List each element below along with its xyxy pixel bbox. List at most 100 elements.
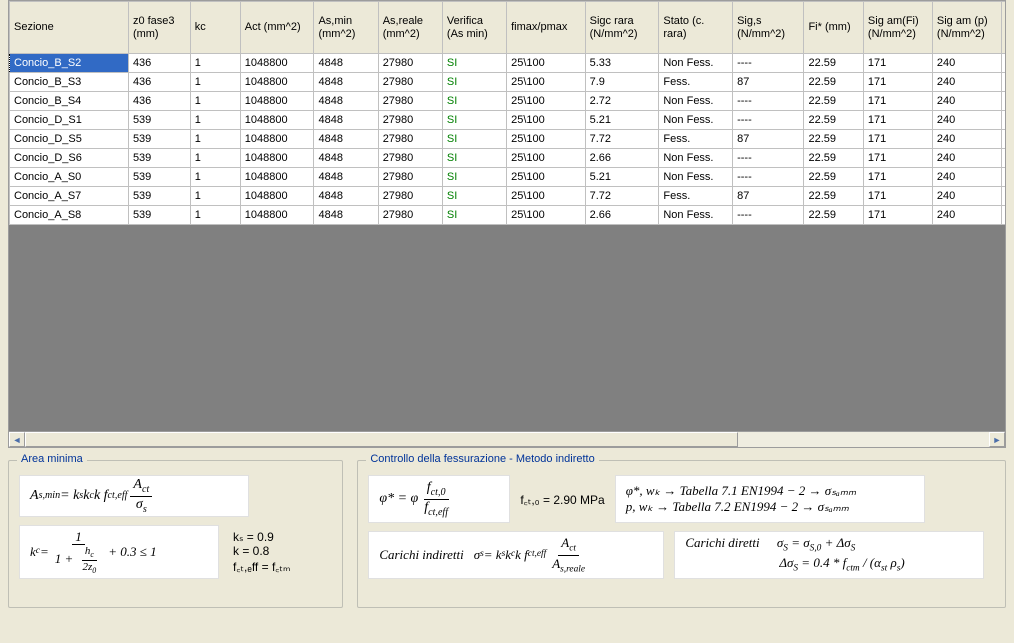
table-row[interactable]: Concio_B_S243611048800484827980SI25\1005… [10, 54, 1006, 73]
table-cell[interactable]: ---- [1001, 54, 1005, 73]
table-row[interactable]: Concio_A_S853911048800484827980SI25\1002… [10, 206, 1006, 225]
table-cell[interactable]: Concio_D_S6 [10, 149, 129, 168]
table-cell[interactable]: SI (0.51) [1001, 73, 1005, 92]
table-cell[interactable]: 171 [863, 73, 932, 92]
table-cell[interactable]: 25\100 [507, 73, 586, 92]
table-cell[interactable]: 27980 [378, 206, 442, 225]
data-grid[interactable]: Sezionez0 fase3 (mm)kcAct (mm^2)As,min (… [9, 1, 1005, 225]
table-cell[interactable]: 240 [932, 168, 1001, 187]
table-cell[interactable]: 1048800 [240, 111, 314, 130]
table-cell[interactable]: 1048800 [240, 92, 314, 111]
scroll-right-button[interactable]: ► [989, 432, 1005, 447]
table-cell[interactable]: 22.59 [804, 130, 863, 149]
table-cell[interactable]: ---- [1001, 206, 1005, 225]
table-cell[interactable]: 436 [128, 92, 190, 111]
table-cell[interactable]: 436 [128, 73, 190, 92]
column-header[interactable]: Stato (c. rara) [659, 2, 733, 54]
table-cell[interactable]: ---- [733, 149, 804, 168]
table-cell[interactable]: 27980 [378, 73, 442, 92]
table-cell[interactable]: 539 [128, 111, 190, 130]
table-cell[interactable]: ---- [1001, 111, 1005, 130]
table-cell[interactable]: 1048800 [240, 130, 314, 149]
table-cell[interactable]: 1048800 [240, 73, 314, 92]
table-cell[interactable]: 171 [863, 111, 932, 130]
column-header[interactable]: z0 fase3 (mm) [128, 2, 190, 54]
table-cell[interactable]: 25\100 [507, 111, 586, 130]
table-cell[interactable]: 539 [128, 187, 190, 206]
table-cell[interactable]: 1048800 [240, 206, 314, 225]
table-cell[interactable]: 171 [863, 54, 932, 73]
table-cell[interactable]: SI (0.51) [1001, 130, 1005, 149]
table-cell[interactable]: 25\100 [507, 92, 586, 111]
table-cell[interactable]: SI (0.51) [1001, 187, 1005, 206]
table-cell[interactable]: 1048800 [240, 187, 314, 206]
table-cell[interactable]: 25\100 [507, 168, 586, 187]
column-header[interactable]: Sig am (p) (N/mm^2) [932, 2, 1001, 54]
table-cell[interactable]: 240 [932, 206, 1001, 225]
table-cell[interactable]: ---- [733, 92, 804, 111]
table-cell[interactable]: SI [442, 187, 506, 206]
column-header[interactable]: Sezione [10, 2, 129, 54]
table-cell[interactable]: 22.59 [804, 149, 863, 168]
table-cell[interactable]: Non Fess. [659, 168, 733, 187]
table-cell[interactable]: 1 [190, 130, 240, 149]
table-cell[interactable]: 27980 [378, 92, 442, 111]
table-cell[interactable]: 4848 [314, 130, 378, 149]
table-cell[interactable]: 1 [190, 168, 240, 187]
table-cell[interactable]: Non Fess. [659, 92, 733, 111]
table-cell[interactable]: Concio_A_S8 [10, 206, 129, 225]
column-header[interactable]: Sig,s (N/mm^2) [733, 2, 804, 54]
table-cell[interactable]: 1 [190, 73, 240, 92]
table-cell[interactable]: 171 [863, 149, 932, 168]
table-cell[interactable]: Concio_A_S0 [10, 168, 129, 187]
table-cell[interactable]: SI [442, 111, 506, 130]
table-cell[interactable]: 4848 [314, 168, 378, 187]
scroll-thumb[interactable] [25, 432, 738, 447]
table-cell[interactable]: ---- [733, 168, 804, 187]
table-row[interactable]: Concio_B_S343611048800484827980SI25\1007… [10, 73, 1006, 92]
table-cell[interactable]: 5.33 [585, 54, 659, 73]
table-cell[interactable]: 171 [863, 92, 932, 111]
column-header[interactable]: As,min (mm^2) [314, 2, 378, 54]
column-header[interactable]: Fi* (mm) [804, 2, 863, 54]
table-cell[interactable]: 2.66 [585, 206, 659, 225]
horizontal-scrollbar[interactable]: ◄ ► [9, 431, 1005, 447]
table-cell[interactable]: Non Fess. [659, 111, 733, 130]
table-cell[interactable]: 22.59 [804, 73, 863, 92]
table-row[interactable]: Concio_D_S553911048800484827980SI25\1007… [10, 130, 1006, 149]
table-cell[interactable]: 27980 [378, 130, 442, 149]
table-cell[interactable]: 539 [128, 149, 190, 168]
table-cell[interactable]: 1048800 [240, 54, 314, 73]
table-cell[interactable]: 5.21 [585, 168, 659, 187]
table-cell[interactable]: 240 [932, 54, 1001, 73]
table-cell[interactable]: 87 [733, 130, 804, 149]
table-cell[interactable]: SI [442, 206, 506, 225]
table-cell[interactable]: ---- [1001, 168, 1005, 187]
column-header[interactable]: Verifica (carichi indiretti) [1001, 2, 1005, 54]
table-cell[interactable]: 25\100 [507, 54, 586, 73]
table-cell[interactable]: 22.59 [804, 111, 863, 130]
table-cell[interactable]: Non Fess. [659, 149, 733, 168]
table-cell[interactable]: 22.59 [804, 206, 863, 225]
table-cell[interactable]: 7.72 [585, 130, 659, 149]
column-header[interactable]: Sig am(Fi) (N/mm^2) [863, 2, 932, 54]
table-cell[interactable]: SI [442, 130, 506, 149]
table-cell[interactable]: 87 [733, 73, 804, 92]
table-cell[interactable]: 171 [863, 130, 932, 149]
table-cell[interactable]: 240 [932, 92, 1001, 111]
table-cell[interactable]: 25\100 [507, 130, 586, 149]
table-cell[interactable]: 1 [190, 187, 240, 206]
table-cell[interactable]: 5.21 [585, 111, 659, 130]
table-cell[interactable]: 171 [863, 187, 932, 206]
table-cell[interactable]: 1 [190, 111, 240, 130]
table-cell[interactable]: 1 [190, 54, 240, 73]
table-cell[interactable]: Concio_B_S3 [10, 73, 129, 92]
table-row[interactable]: Concio_B_S443611048800484827980SI25\1002… [10, 92, 1006, 111]
table-cell[interactable]: ---- [733, 54, 804, 73]
table-cell[interactable]: 4848 [314, 206, 378, 225]
column-header[interactable]: Verifica (As min) [442, 2, 506, 54]
table-row[interactable]: Concio_A_S053911048800484827980SI25\1005… [10, 168, 1006, 187]
table-cell[interactable]: 27980 [378, 149, 442, 168]
table-cell[interactable]: 4848 [314, 54, 378, 73]
table-cell[interactable]: 4848 [314, 187, 378, 206]
